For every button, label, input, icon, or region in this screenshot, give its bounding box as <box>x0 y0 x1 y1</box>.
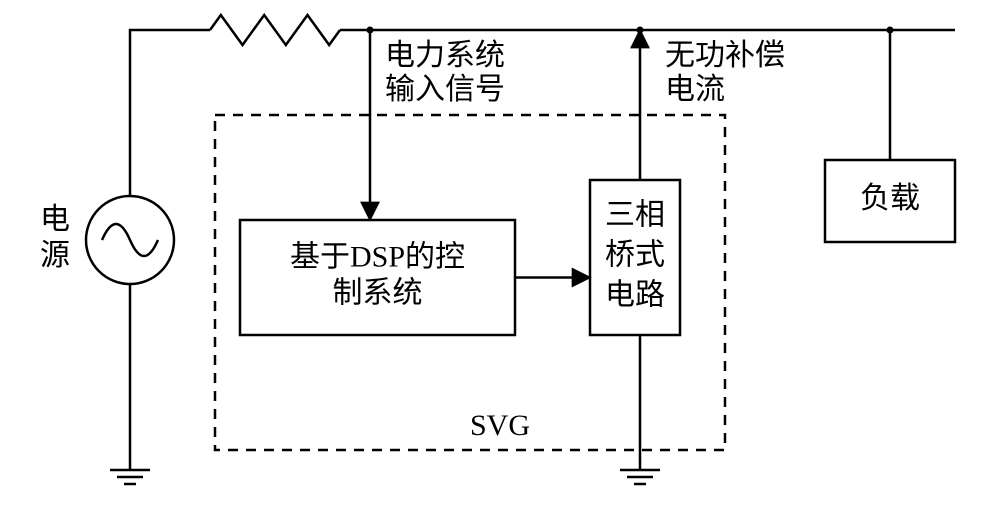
bridge-label: 电路 <box>605 278 665 311</box>
bridge-label: 三相 <box>605 198 665 231</box>
comp-current-label: 电流 <box>665 73 725 106</box>
dsp-label: 制系统 <box>333 276 423 309</box>
power-label: 电 <box>40 203 70 236</box>
comp-current-label: 无功补偿 <box>665 39 785 72</box>
power-label: 源 <box>40 239 70 272</box>
input-signal-label: 电力系统 <box>385 39 505 72</box>
circuit-diagram: 电源 SVG 基于DSP的控制系统 三相桥式电路 负载 电力系统输入信号 无功补偿电流 <box>0 0 1000 506</box>
bridge-label: 桥式 <box>605 238 665 271</box>
input-signal-label: 输入信号 <box>385 73 505 106</box>
svg-label: SVG <box>470 409 530 442</box>
dsp-label: 基于DSP的控 <box>290 240 465 273</box>
load-label: 负载 <box>860 182 920 215</box>
resistor <box>210 15 340 45</box>
